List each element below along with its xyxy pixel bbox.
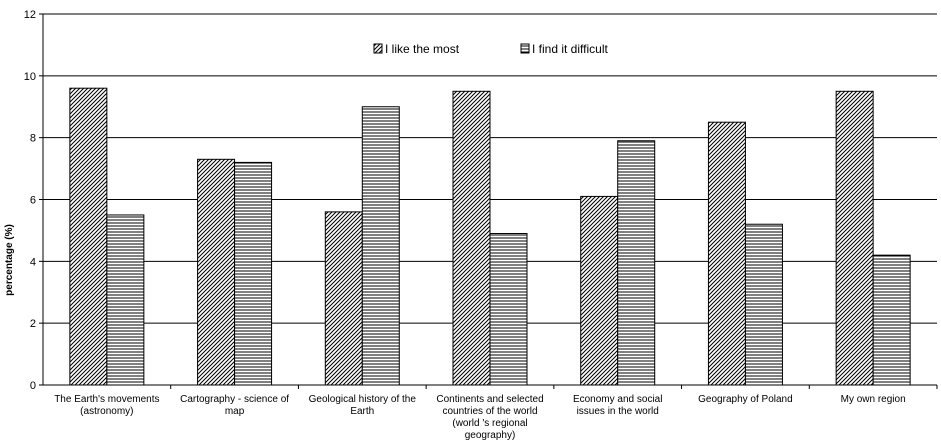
y-tick-labels: 0 2 4 6 8 10 12 xyxy=(24,9,36,392)
bar-like-most-4 xyxy=(580,195,619,386)
y-tick-label: 8 xyxy=(30,133,36,145)
bar-find-difficult-3 xyxy=(489,233,528,386)
x-category-label: Economy and social xyxy=(573,394,663,405)
bar-like-most-3 xyxy=(452,90,491,386)
bar-find-difficult-6 xyxy=(872,254,911,386)
legend-label-0: I like the most xyxy=(385,42,460,56)
bar-like-most-2 xyxy=(324,211,363,386)
x-category-label: (world 's regional xyxy=(452,418,527,429)
x-category-label: (astronomy) xyxy=(80,406,133,417)
bar-find-difficult-1 xyxy=(234,161,273,386)
bar-find-difficult-5 xyxy=(744,223,783,386)
x-category-label: Geological history of the xyxy=(309,394,417,405)
bar-find-difficult-4 xyxy=(617,140,656,386)
legend: I like the most I find it difficult xyxy=(373,42,608,56)
bar-like-most-6 xyxy=(835,90,874,386)
y-tick-label: 12 xyxy=(24,9,36,21)
legend-swatch-0 xyxy=(373,43,383,54)
x-category-label: issues in the world xyxy=(577,406,659,417)
y-tick-label: 0 xyxy=(30,380,36,392)
y-tick-label: 4 xyxy=(30,256,36,268)
x-category-label: Earth xyxy=(350,406,374,417)
legend-swatch-1 xyxy=(520,43,530,54)
x-category-label: countries of the world xyxy=(442,406,537,417)
x-category-label: The Earth's movements xyxy=(54,394,159,405)
x-category-label: geography) xyxy=(465,430,516,441)
axes xyxy=(39,13,938,389)
x-category-label: Cartography - science of xyxy=(180,394,289,405)
bar-like-most-0 xyxy=(69,87,108,386)
bars xyxy=(69,87,911,386)
legend-label-1: I find it difficult xyxy=(532,42,608,56)
x-category-labels: The Earth's movements(astronomy) Cartogra… xyxy=(54,394,905,441)
x-category-label: My own region xyxy=(841,394,906,405)
y-tick-label: 2 xyxy=(30,318,36,330)
x-category-label: Continents and selected xyxy=(436,394,543,405)
bar-like-most-1 xyxy=(197,158,236,386)
y-tick-label: 6 xyxy=(30,195,36,207)
x-category-label: map xyxy=(225,406,245,417)
bar-find-difficult-2 xyxy=(361,106,400,386)
bar-like-most-5 xyxy=(707,121,746,386)
bar-find-difficult-0 xyxy=(106,214,145,386)
y-tick-label: 10 xyxy=(24,71,36,83)
y-axis-title: percentage (%) xyxy=(4,224,15,296)
x-category-label: Geography of Poland xyxy=(698,394,793,405)
